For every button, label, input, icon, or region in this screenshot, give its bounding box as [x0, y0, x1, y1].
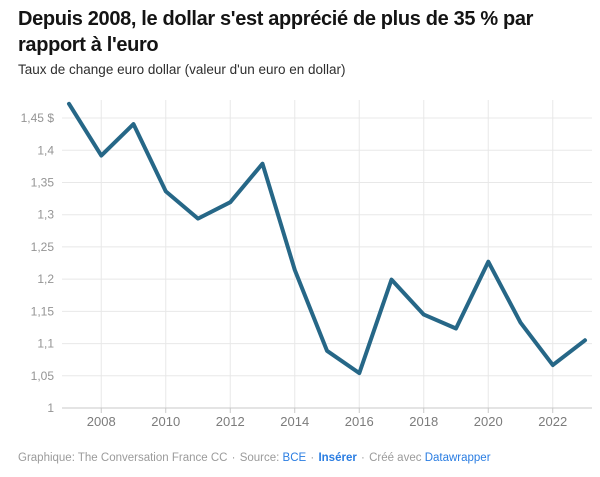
x-axis-tick-label: 2018: [409, 414, 438, 429]
y-axis-tick-label: 1,4: [37, 143, 54, 157]
chart-title: Depuis 2008, le dollar s'est apprécié de…: [18, 8, 534, 56]
y-axis-tick-label: 1,45 $: [21, 111, 55, 125]
footer-separator: ·: [231, 452, 236, 464]
y-axis-tick-label: 1,35: [31, 175, 55, 189]
x-axis-tick-label: 2014: [280, 414, 309, 429]
footer-separator: ·: [361, 452, 365, 464]
y-axis-tick-label: 1,2: [37, 272, 54, 286]
datawrapper-link[interactable]: Datawrapper: [424, 452, 491, 464]
footer-credit: Graphique: The Conversation France CC: [18, 452, 228, 464]
footer-separator: ·: [310, 452, 315, 464]
exchange-rate-line-chart: 2008 2010 2012 2014 2016 2018 2020 2022 1 1,05 1,1…: [21, 100, 592, 429]
x-axis-tick-label: 2022: [538, 414, 567, 429]
footer: Graphique: The Conversation France CC · …: [18, 451, 588, 465]
x-axis-tick-label: 2012: [216, 414, 245, 429]
footer-source-label: Source:: [239, 452, 280, 464]
footer-made-with: Créé avec: [369, 452, 422, 464]
x-axis-tick-label: 2016: [345, 414, 374, 429]
y-axis-tick-label: 1,3: [37, 208, 54, 222]
y-axis-tick-label: 1: [47, 401, 54, 415]
exchange-rate-line: [67, 101, 587, 376]
y-axis-tick-label: 1,1: [37, 337, 54, 351]
embed-link[interactable]: Insérer: [318, 452, 357, 464]
y-axis-tick-label: 1,15: [31, 304, 55, 318]
chart-subtitle: Taux de change euro dollar (valeur d'un …: [18, 62, 346, 77]
x-axis-tick-label: 2010: [151, 414, 180, 429]
y-axis-tick-label: 1,25: [31, 240, 55, 254]
x-axis-tick-label: 2008: [87, 414, 116, 429]
x-axis-tick-label: 2020: [474, 414, 503, 429]
source-link[interactable]: BCE: [282, 452, 307, 464]
y-axis-tick-label: 1,05: [31, 369, 55, 383]
